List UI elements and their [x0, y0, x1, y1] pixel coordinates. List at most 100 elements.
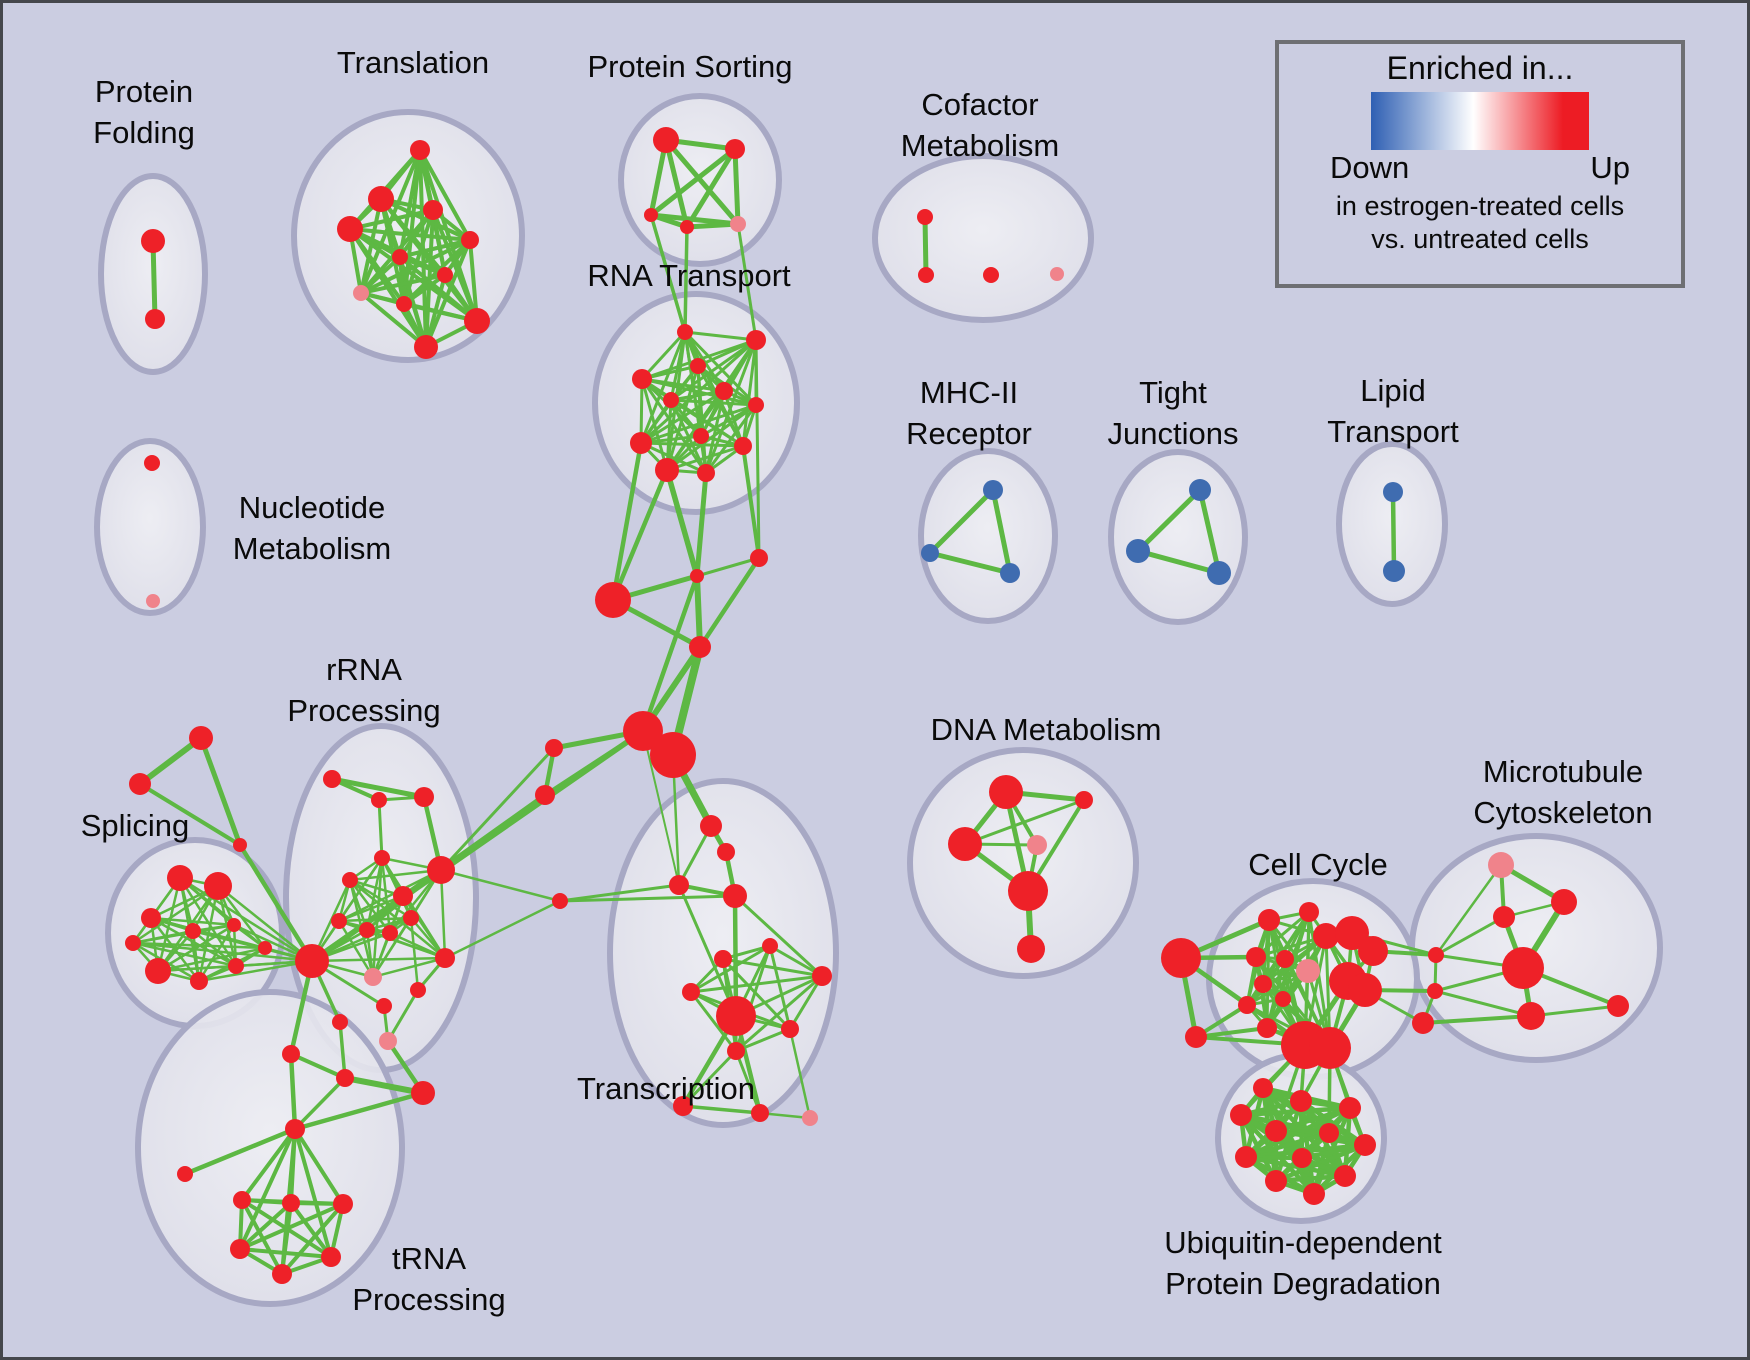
gene-set-node-tl1 [410, 140, 430, 160]
edge-rt1-rt7 [683, 330, 758, 407]
rna-transport-label: RNA Transport [587, 258, 791, 293]
edge-tr8-tr9 [689, 974, 824, 994]
edge-mid1-mid2 [695, 556, 761, 578]
edge-cc6-cc10 [1245, 934, 1328, 1007]
gene-set-node-sp3 [141, 908, 161, 928]
edge-tl7-tl9 [402, 273, 447, 306]
ubiquitin-dependent-protein-degradation-label: Ubiquitin-dependent [1164, 1225, 1442, 1260]
edge-tr12-tr14 [734, 1049, 762, 1115]
edge-ub3-ub4 [1238, 1105, 1353, 1118]
edge-tnh-tn5 [293, 1127, 333, 1259]
edge-tr7-tr11 [768, 944, 792, 1031]
gene-set-node-dm4 [1008, 871, 1048, 911]
gene-set-node-cc10 [1238, 996, 1256, 1014]
nucleotide-metabolism-label: Nucleotide [239, 490, 385, 525]
gene-set-node-cc5 [1296, 959, 1320, 983]
edge-rr14-rr19 [386, 988, 420, 1043]
gene-set-node-rt6 [715, 382, 733, 400]
edge-rt12-mid1 [694, 470, 709, 579]
transcription-label: Transcription [577, 1071, 755, 1106]
gene-set-node-tn3 [333, 1194, 353, 1214]
gene-set-node-ub5 [1265, 1120, 1287, 1142]
gene-set-node-cc12 [1257, 1018, 1277, 1038]
gene-set-node-rr6 [427, 856, 455, 884]
gene-set-node-mt1 [1551, 889, 1577, 915]
gene-set-node-mtL2 [1427, 983, 1443, 999]
gene-set-node-tr6 [714, 950, 732, 968]
gene-set-node-mt4 [1607, 995, 1629, 1017]
gene-set-node-ps3 [644, 208, 658, 222]
gene-set-node-sp6 [145, 958, 171, 984]
edge-tl5-tl8 [359, 255, 402, 295]
gene-set-node-mtBL [1412, 1012, 1434, 1034]
gene-set-node-cc6 [1313, 923, 1339, 949]
gene-set-node-ub12 [1303, 1183, 1325, 1205]
edge-tj1-tj3 [1197, 487, 1222, 576]
edge-tnh-tn3 [293, 1127, 345, 1206]
nucleotide-metabolism-label: Metabolism [233, 531, 392, 566]
gene-set-node-rr4 [374, 850, 390, 866]
gene-set-node-cc2 [1299, 902, 1319, 922]
microtubule-cytoskeleton-label: Cytoskeleton [1473, 795, 1652, 830]
dna-metabolism-label: DNA Metabolism [931, 712, 1162, 747]
gene-set-node-sp9 [258, 941, 272, 955]
edge-tn3-tn6 [280, 1202, 345, 1276]
edge-tr3-tr10 [677, 883, 738, 1018]
gene-set-node-tj3 [1207, 561, 1231, 585]
edge-tr6-tr8 [721, 957, 824, 978]
edge-ps1-ps5 [663, 137, 741, 227]
edge-rr17-rr18 [289, 1052, 347, 1080]
gene-set-node-cc4 [1276, 950, 1294, 968]
rrna-processing-label: rRNA [326, 652, 402, 687]
legend-caption-line2: vs. untreated cells [1371, 224, 1589, 254]
edge-tj1-tj2 [1135, 487, 1203, 554]
trna-processing-ellipse [135, 989, 405, 1307]
edge-sp4-sp8 [191, 929, 238, 968]
tight-junctions-label: Tight [1139, 375, 1207, 410]
tight-junctions-ellipse [1108, 449, 1248, 625]
gene-set-node-tl9 [396, 296, 412, 312]
gene-set-node-tr13 [673, 1096, 693, 1116]
gene-set-node-ccBL [1185, 1026, 1207, 1048]
edge-tl7-tl8 [359, 273, 447, 295]
edge-ps5-rt2 [736, 222, 758, 342]
gene-set-node-rt8 [693, 428, 709, 444]
gene-set-node-rr14 [410, 982, 426, 998]
edge-sp1-sphub [178, 876, 314, 963]
edge-rr11-sphub [310, 916, 413, 963]
gene-set-node-ln1 [545, 739, 563, 757]
gene-set-node-nm1 [144, 455, 160, 471]
edge-ub6-ub8 [1243, 1130, 1332, 1160]
gene-set-node-tr12 [727, 1042, 745, 1060]
protein-folding-label: Protein [95, 74, 193, 109]
protein-folding-label: Folding [93, 115, 195, 150]
trna-processing-label: tRNA [392, 1241, 466, 1276]
edge-ps4-rt1 [683, 225, 689, 334]
nodes [125, 127, 1629, 1284]
edge-sx1-sx3 [198, 735, 243, 848]
gene-set-node-ps2 [725, 139, 745, 159]
edge-ps2-ps5 [732, 146, 741, 227]
gene-set-node-ps5 [730, 216, 746, 232]
gene-set-node-mt2 [1493, 906, 1515, 928]
edge-rr5-rr6 [348, 868, 443, 882]
gene-set-node-tl6 [461, 231, 479, 249]
edge-mt3-mtBL [1421, 1014, 1533, 1025]
ubiquitin-dependent-protein-degradation-label: Protein Degradation [1165, 1266, 1441, 1301]
edge-sp3-sp5 [149, 916, 236, 927]
edge-rr12-rr13 [371, 956, 447, 979]
gene-set-node-rt11 [655, 458, 679, 482]
gene-set-node-tj1 [1189, 479, 1211, 501]
gene-set-node-dm5 [1075, 791, 1093, 809]
gene-set-node-ub11 [1334, 1165, 1356, 1187]
gene-set-node-rr9 [359, 922, 375, 938]
edge-ln2-sphub [309, 792, 548, 964]
gene-set-node-ps4 [680, 220, 694, 234]
edge-lt1-lt2 [1390, 489, 1397, 574]
gene-set-node-midBig [595, 582, 631, 618]
edge-tr8-tr12 [734, 974, 824, 1053]
gene-set-node-rt12 [697, 464, 715, 482]
gene-set-node-ub2 [1290, 1090, 1312, 1112]
cluster-labels: Protein Folding Translation Protein Sorting… [81, 45, 1653, 1317]
gene-set-node-ccL [1161, 938, 1201, 978]
